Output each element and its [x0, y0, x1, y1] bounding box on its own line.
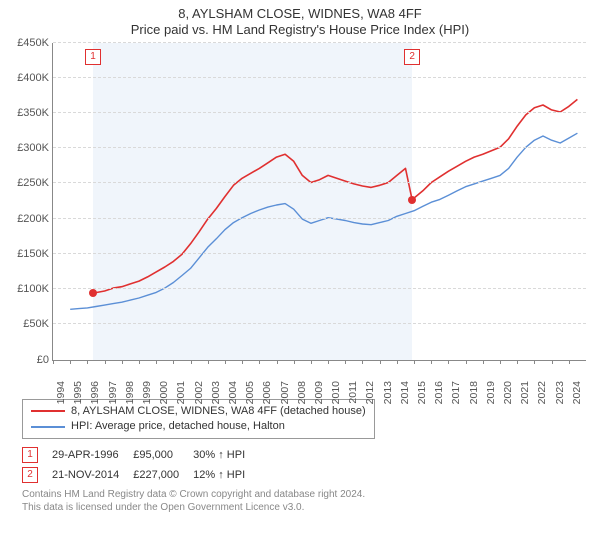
x-tick-label: 2014	[399, 381, 411, 404]
y-tick-label: £400K	[17, 72, 53, 84]
x-tick-label: 2023	[554, 381, 566, 404]
event-pct: 30% ↑ HPI	[193, 445, 259, 465]
x-tick-label: 2011	[347, 381, 359, 404]
event-marker	[408, 196, 416, 204]
x-tick-label: 1996	[89, 381, 101, 404]
series-line	[70, 133, 577, 309]
chart-title: 8, AYLSHAM CLOSE, WIDNES, WA8 4FF Price …	[10, 6, 590, 39]
y-gridline	[53, 42, 586, 43]
y-tick-label: £300K	[17, 142, 53, 154]
y-gridline	[53, 253, 586, 254]
price-chart: £0£50K£100K£150K£200K£250K£300K£350K£400…	[52, 43, 586, 393]
x-tick-label: 2001	[175, 381, 187, 404]
y-tick-label: £100K	[17, 283, 53, 295]
y-gridline	[53, 323, 586, 324]
chart-lines	[53, 43, 586, 360]
x-tick-label: 2022	[536, 381, 548, 404]
x-tick-label: 2006	[261, 381, 273, 404]
x-tick-label: 2020	[502, 381, 514, 404]
x-tick-label: 1997	[107, 381, 119, 404]
x-tick-label: 2013	[382, 381, 394, 404]
plot-area: £0£50K£100K£150K£200K£250K£300K£350K£400…	[52, 43, 586, 361]
y-tick-label: £250K	[17, 177, 53, 189]
x-tick-label: 1994	[55, 381, 67, 404]
x-tick-label: 2010	[330, 381, 342, 404]
x-tick-label: 2003	[210, 381, 222, 404]
x-tick-label: 2021	[519, 381, 531, 404]
x-tick-label: 2009	[313, 381, 325, 404]
title-line1: 8, AYLSHAM CLOSE, WIDNES, WA8 4FF	[10, 6, 590, 22]
x-tick-label: 2008	[296, 381, 308, 404]
x-tick-label: 2017	[450, 381, 462, 404]
legend-item: HPI: Average price, detached house, Halt…	[31, 419, 366, 434]
event-price: £95,000	[133, 445, 193, 465]
x-tick-label: 2005	[244, 381, 256, 404]
x-tick-label: 2002	[193, 381, 205, 404]
x-tick-label: 2015	[416, 381, 428, 404]
event-number-badge: 2	[22, 467, 38, 483]
y-gridline	[53, 147, 586, 148]
y-tick-label: £0	[37, 354, 53, 366]
footer-line1: Contains HM Land Registry data © Crown c…	[22, 489, 590, 502]
footer-line2: This data is licensed under the Open Gov…	[22, 502, 590, 515]
footer-attribution: Contains HM Land Registry data © Crown c…	[22, 489, 590, 514]
title-line2: Price paid vs. HM Land Registry's House …	[10, 22, 590, 38]
x-tick-label: 2007	[279, 381, 291, 404]
y-gridline	[53, 218, 586, 219]
x-tick-label: 2000	[158, 381, 170, 404]
event-price: £227,000	[133, 465, 193, 485]
y-tick-label: £200K	[17, 213, 53, 225]
x-tick-label: 2004	[227, 381, 239, 404]
legend-swatch	[31, 426, 65, 428]
series-line	[93, 99, 577, 293]
legend-swatch	[31, 410, 65, 412]
y-tick-label: £450K	[17, 37, 53, 49]
y-tick-label: £350K	[17, 107, 53, 119]
x-axis-labels: 1994199519961997199819992000200120022003…	[52, 361, 586, 393]
x-tick-label: 1999	[141, 381, 153, 404]
legend-label: HPI: Average price, detached house, Halt…	[71, 419, 285, 434]
x-tick-label: 2018	[468, 381, 480, 404]
y-gridline	[53, 112, 586, 113]
legend-item: 8, AYLSHAM CLOSE, WIDNES, WA8 4FF (detac…	[31, 404, 366, 419]
x-tick-label: 1995	[72, 381, 84, 404]
y-gridline	[53, 182, 586, 183]
events-table: 1 29-APR-1996£95,00030% ↑ HPI 2 21-NOV-2014…	[22, 445, 259, 485]
x-tick-label: 2024	[571, 381, 583, 404]
legend: 8, AYLSHAM CLOSE, WIDNES, WA8 4FF (detac…	[22, 399, 375, 440]
x-tick-label: 2019	[485, 381, 497, 404]
x-tick-label: 2012	[364, 381, 376, 404]
event-row: 1 29-APR-1996£95,00030% ↑ HPI	[22, 445, 259, 465]
y-tick-label: £150K	[17, 248, 53, 260]
y-gridline	[53, 288, 586, 289]
event-date: 29-APR-1996	[52, 445, 133, 465]
event-date: 21-NOV-2014	[52, 465, 133, 485]
y-tick-label: £50K	[23, 318, 53, 330]
x-tick-label: 2016	[433, 381, 445, 404]
event-number-badge: 1	[22, 447, 38, 463]
event-marker	[89, 289, 97, 297]
event-row: 2 21-NOV-2014£227,00012% ↑ HPI	[22, 465, 259, 485]
event-label-box: 1	[85, 49, 101, 65]
x-tick-label: 1998	[124, 381, 136, 404]
event-pct: 12% ↑ HPI	[193, 465, 259, 485]
legend-label: 8, AYLSHAM CLOSE, WIDNES, WA8 4FF (detac…	[71, 404, 366, 419]
event-label-box: 2	[404, 49, 420, 65]
y-gridline	[53, 77, 586, 78]
